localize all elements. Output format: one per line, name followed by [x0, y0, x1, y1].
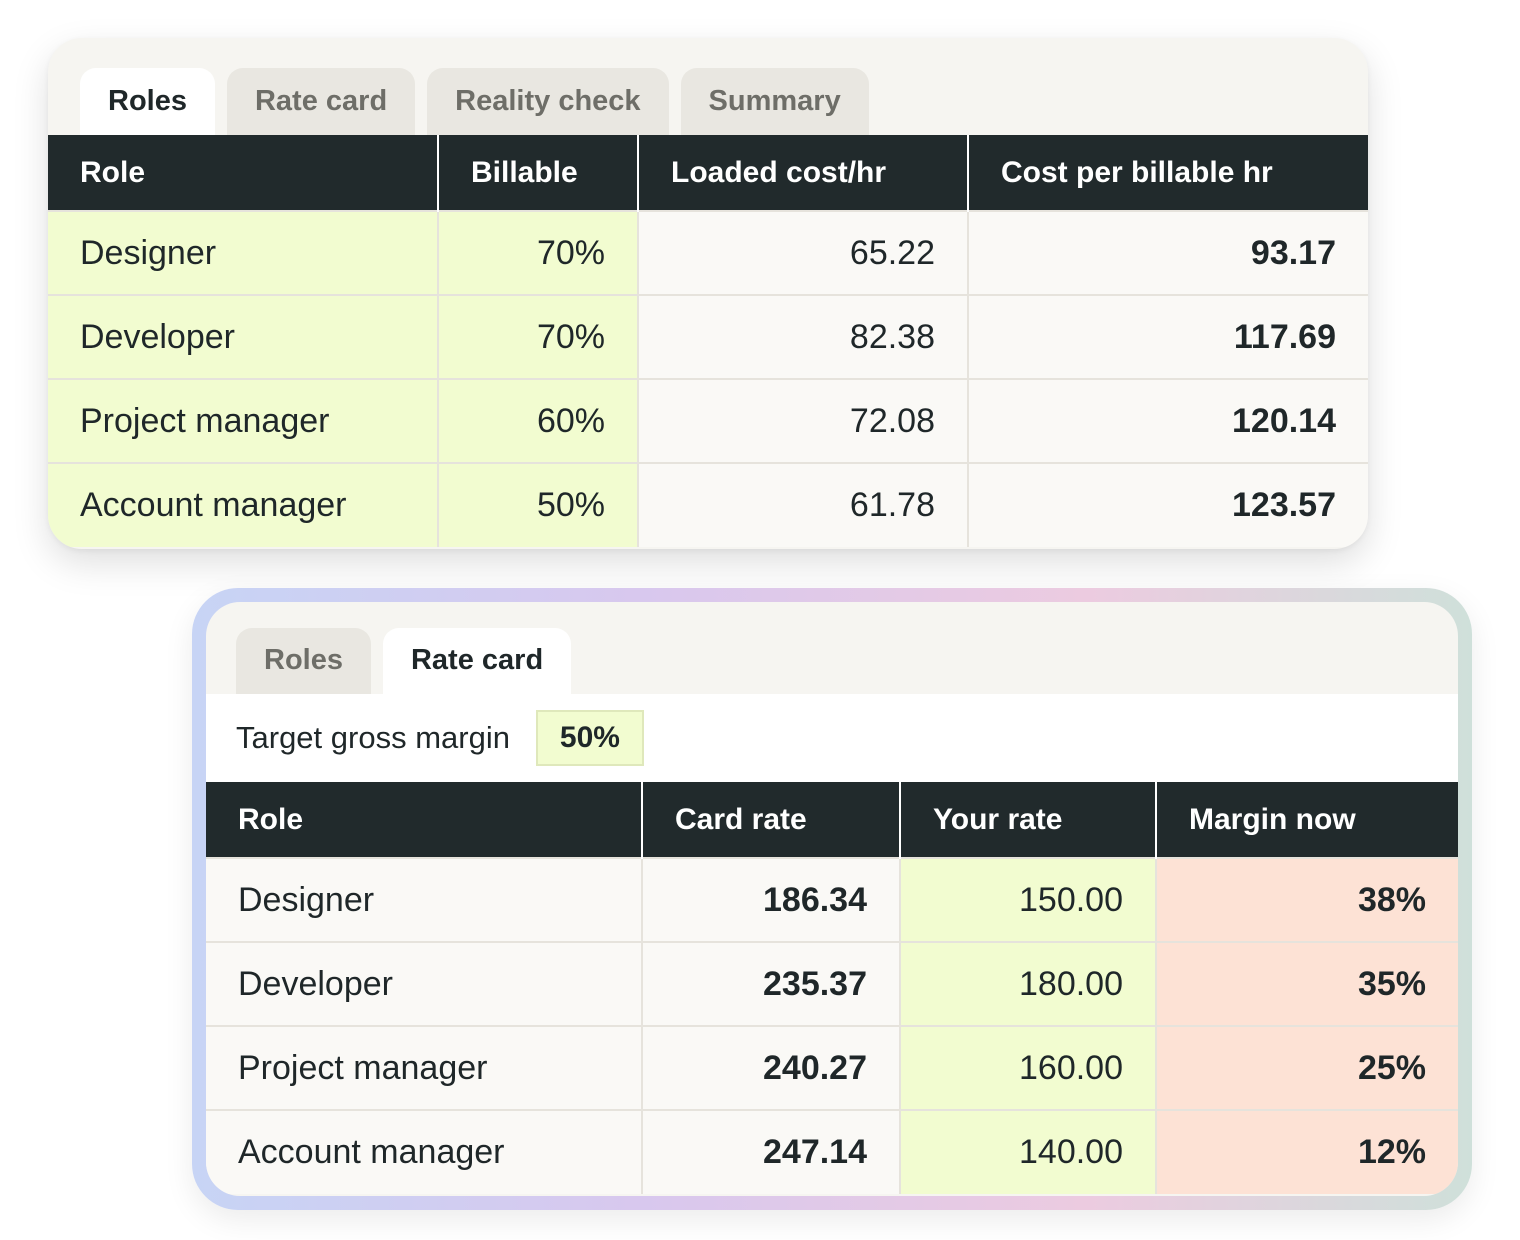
- roles-card-tabs: Roles Rate card Reality check Summary: [80, 68, 869, 136]
- role-name-cell[interactable]: Developer: [48, 294, 438, 379]
- table-row: Account manager 50% 61.78 123.57: [48, 462, 1368, 547]
- loaded-cost-cell: 65.22: [637, 210, 968, 295]
- billable-cell[interactable]: 60%: [437, 378, 638, 463]
- billable-cell[interactable]: 70%: [437, 210, 638, 295]
- card-rate-cell: 235.37: [641, 941, 900, 1026]
- loaded-cost-cell: 61.78: [637, 462, 968, 547]
- your-rate-cell[interactable]: 180.00: [899, 941, 1156, 1026]
- tab-roles[interactable]: Roles: [80, 68, 215, 136]
- loaded-cost-cell: 82.38: [637, 294, 968, 379]
- roles-table: Role Billable Loaded cost/hr Cost per bi…: [48, 135, 1368, 547]
- rate-card-table: Role Card rate Your rate Margin now Desi…: [206, 782, 1458, 1194]
- role-name-cell[interactable]: Project manager: [48, 378, 438, 463]
- tab-summary[interactable]: Summary: [680, 68, 869, 136]
- margin-now-cell: 12%: [1155, 1109, 1458, 1194]
- column-header-margin-now: Margin now: [1155, 782, 1458, 858]
- role-name-cell: Project manager: [206, 1025, 642, 1110]
- your-rate-cell[interactable]: 150.00: [899, 857, 1156, 942]
- target-margin-row: Target gross margin 50%: [206, 694, 1458, 782]
- table-row: Designer 70% 65.22 93.17: [48, 210, 1368, 295]
- your-rate-cell[interactable]: 160.00: [899, 1025, 1156, 1110]
- tab-reality-check[interactable]: Reality check: [427, 68, 669, 136]
- rate-card-tabs: Roles Rate card: [236, 628, 572, 694]
- target-margin-input[interactable]: 50%: [535, 710, 644, 766]
- role-name-cell[interactable]: Account manager: [48, 462, 438, 547]
- column-header-your-rate: Your rate: [899, 782, 1156, 858]
- margin-now-cell: 35%: [1155, 941, 1458, 1026]
- table-row: Project manager 60% 72.08 120.14: [48, 378, 1368, 463]
- loaded-cost-cell: 72.08: [637, 378, 968, 463]
- table-row: Developer 70% 82.38 117.69: [48, 294, 1368, 379]
- margin-now-cell: 25%: [1155, 1025, 1458, 1110]
- rate-card-table-header: Role Card rate Your rate Margin now: [206, 782, 1458, 858]
- tab-rate-card[interactable]: Rate card: [382, 628, 572, 694]
- column-header-card-rate: Card rate: [641, 782, 900, 858]
- cost-per-billable-cell: 120.14: [967, 378, 1368, 463]
- table-row: Developer 235.37 180.00 35%: [206, 941, 1458, 1026]
- table-row: Account manager 247.14 140.00 12%: [206, 1109, 1458, 1194]
- roles-card: Roles Rate card Reality check Summary Ro…: [48, 38, 1368, 549]
- column-header-billable: Billable: [437, 135, 638, 211]
- card-rate-cell: 247.14: [641, 1109, 900, 1194]
- role-name-cell[interactable]: Designer: [48, 210, 438, 295]
- column-header-loaded-cost: Loaded cost/hr: [637, 135, 968, 211]
- roles-table-header: Role Billable Loaded cost/hr Cost per bi…: [48, 135, 1368, 211]
- rate-card: Roles Rate card Target gross margin 50% …: [206, 602, 1458, 1196]
- role-name-cell: Developer: [206, 941, 642, 1026]
- target-margin-label: Target gross margin: [236, 720, 510, 755]
- tab-roles[interactable]: Roles: [236, 628, 371, 694]
- table-row: Designer 186.34 150.00 38%: [206, 857, 1458, 942]
- column-header-cost-per-billable: Cost per billable hr: [967, 135, 1368, 211]
- column-header-role: Role: [48, 135, 438, 211]
- role-name-cell: Account manager: [206, 1109, 642, 1194]
- role-name-cell: Designer: [206, 857, 642, 942]
- cost-per-billable-cell: 93.17: [967, 210, 1368, 295]
- tab-rate-card[interactable]: Rate card: [226, 68, 416, 136]
- cost-per-billable-cell: 123.57: [967, 462, 1368, 547]
- table-row: Project manager 240.27 160.00 25%: [206, 1025, 1458, 1110]
- cost-per-billable-cell: 117.69: [967, 294, 1368, 379]
- margin-now-cell: 38%: [1155, 857, 1458, 942]
- billable-cell[interactable]: 70%: [437, 294, 638, 379]
- billable-cell[interactable]: 50%: [437, 462, 638, 547]
- column-header-role: Role: [206, 782, 642, 858]
- card-rate-cell: 186.34: [641, 857, 900, 942]
- card-rate-cell: 240.27: [641, 1025, 900, 1110]
- rate-card-frame: Roles Rate card Target gross margin 50% …: [192, 588, 1472, 1210]
- your-rate-cell[interactable]: 140.00: [899, 1109, 1156, 1194]
